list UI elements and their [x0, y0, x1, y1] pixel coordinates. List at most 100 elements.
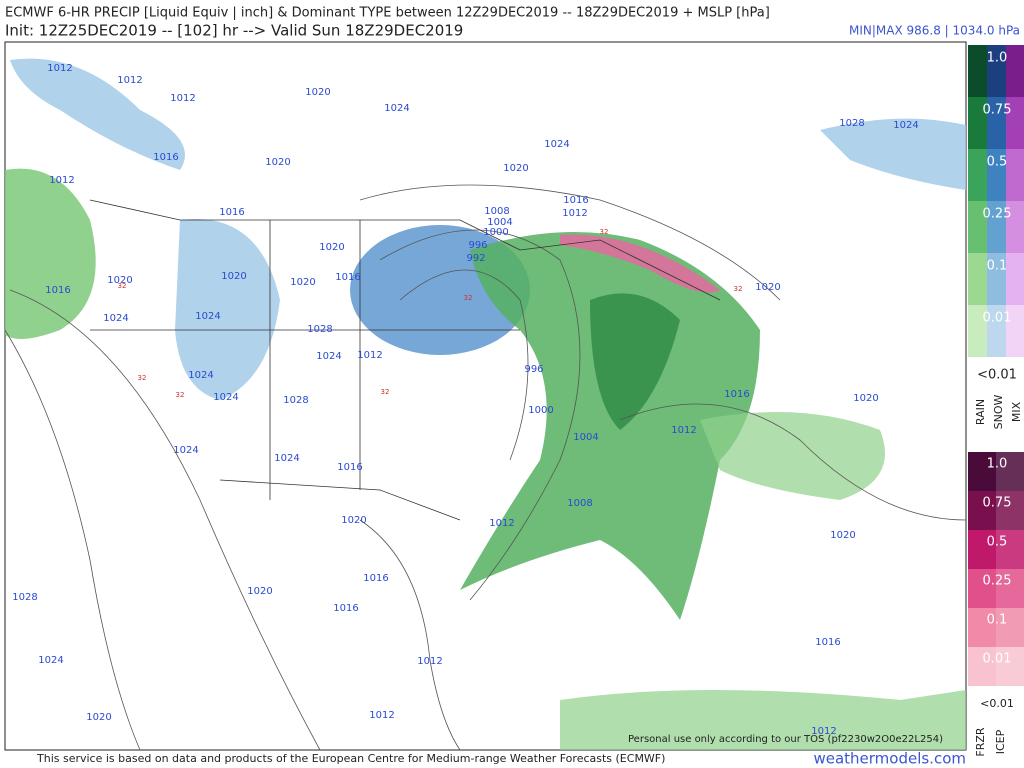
precip-rain [460, 232, 760, 620]
freezing-label: 32 [118, 282, 127, 290]
minmax: MIN|MAX 986.8 | 1034.0 hPa [849, 24, 1020, 38]
isobar-label: 1012 [117, 75, 142, 86]
legend-swatch [996, 647, 1024, 686]
isobar-label: 1028 [307, 324, 332, 335]
precip-rain [700, 412, 885, 500]
legend-below: <0.01 [977, 368, 1017, 383]
legend-swatch [968, 491, 996, 530]
isobar-label: 1024 [274, 453, 299, 464]
legend-label: 0.01 [983, 311, 1012, 326]
legend-label: 0.5 [987, 155, 1008, 170]
isobar-label: 1020 [319, 242, 344, 253]
legend-swatch [1006, 45, 1024, 97]
isobar-label: 1020 [247, 586, 272, 597]
legend-swatch [996, 491, 1024, 530]
legend-swatch [987, 97, 1006, 149]
isobar-label: 1020 [853, 393, 878, 404]
isobar-label: 1024 [195, 311, 220, 322]
isobar-label: 1020 [503, 163, 528, 174]
legend-swatch [996, 530, 1024, 569]
type-label: MIX [1010, 401, 1023, 422]
legend-label: 0.1 [987, 613, 1008, 628]
isobar-label: 992 [466, 253, 485, 264]
isobar [9, 289, 321, 751]
isobar-label: 1012 [369, 710, 394, 721]
isobar-label: 1020 [755, 282, 780, 293]
isobar-label: 1020 [305, 87, 330, 98]
freezing-label: 32 [138, 374, 147, 382]
isobar-label: 1012 [417, 656, 442, 667]
isobar-labels: 1012 1012 1012 1020 1024 1024 1020 1016 1020 1012… [12, 63, 918, 737]
isobar-label: 1020 [290, 277, 315, 288]
type-label: RAIN [974, 399, 987, 425]
freezing-label: 32 [381, 388, 390, 396]
legend-label: 0.5 [987, 535, 1008, 550]
precip-rain [560, 690, 966, 750]
isobar [359, 184, 781, 301]
source: This service is based on data and produc… [36, 752, 665, 765]
isobar-label: 1016 [815, 637, 840, 648]
isobar [619, 403, 967, 521]
isobar [359, 519, 461, 751]
legend-swatch [987, 149, 1006, 201]
legend-swatch [987, 253, 1006, 305]
isobar-label: 1016 [153, 152, 178, 163]
title: ECMWF 6-HR PRECIP [Liquid Equiv | inch] … [5, 6, 770, 21]
legend-swatch [996, 569, 1024, 608]
isobar-label: 1020 [341, 515, 366, 526]
isobar-label: 1000 [483, 227, 508, 238]
isobar-label: 1016 [724, 389, 749, 400]
isobar-label: 1008 [484, 206, 509, 217]
legend-swatch [968, 647, 996, 686]
isobar-label: 996 [468, 240, 487, 251]
precip-snow [175, 219, 280, 400]
precip-snow [820, 118, 966, 190]
isobar-label: 1028 [283, 395, 308, 406]
init-line: Init: 12Z25DEC2019 -- [102] hr --> Valid… [5, 22, 463, 40]
legend-swatch [968, 569, 996, 608]
legend-label: 0.1 [987, 259, 1008, 274]
isobar-label: 1016 [45, 285, 70, 296]
isobar-label: 1020 [107, 275, 132, 286]
legend-swatch [968, 305, 987, 357]
isobar-label: 1012 [811, 726, 836, 737]
legend-swatch [987, 305, 1006, 357]
isobar-label: 1008 [567, 498, 592, 509]
brand: weathermodels.com [813, 750, 966, 768]
isobar-label: 1016 [219, 207, 244, 218]
legend-label: 0.75 [983, 496, 1012, 511]
isobar-label: 1012 [357, 350, 382, 361]
isobar [379, 229, 581, 601]
legend-swatch [987, 201, 1006, 253]
freezing-label: 32 [734, 285, 743, 293]
legend-label: 0.01 [983, 652, 1012, 667]
isobar-label: 1012 [489, 518, 514, 529]
isobar-label: 1020 [86, 712, 111, 723]
legend-swatch [1006, 305, 1024, 357]
legend-swatch [968, 253, 987, 305]
isobar-label: 1024 [893, 120, 918, 131]
legend-swatch [1006, 253, 1024, 305]
legend-swatch [968, 608, 996, 647]
isobar-label: 1024 [213, 392, 238, 403]
isobar-label: 1024 [316, 351, 341, 362]
isobar-label: 1016 [337, 462, 362, 473]
precip-rain-heavy [590, 293, 680, 430]
legend: 1.0 0.75 0.5 0.25 0.1 0.01 <0.01 RAIN SNOW MIX 1.0… [968, 45, 1024, 757]
notice: Personal use only according to our TOS (… [628, 734, 943, 745]
isobar [399, 269, 529, 461]
isobar-label: 1016 [363, 573, 388, 584]
type-label: FRZR [974, 727, 987, 757]
isobar-label: 1028 [12, 592, 37, 603]
freezing-label: 32 [600, 228, 609, 236]
isobar-label: 1024 [103, 313, 128, 324]
legend-swatch [1006, 149, 1024, 201]
isobar-label: 1020 [221, 271, 246, 282]
legend-swatch [968, 452, 996, 491]
isobar-label: 1016 [335, 272, 360, 283]
legend-swatch [968, 149, 987, 201]
legend-swatch [968, 45, 987, 97]
legend-swatch [968, 201, 987, 253]
map: 1012 1012 1012 1020 1024 1024 1020 1016 1020 1012… [4, 41, 967, 751]
